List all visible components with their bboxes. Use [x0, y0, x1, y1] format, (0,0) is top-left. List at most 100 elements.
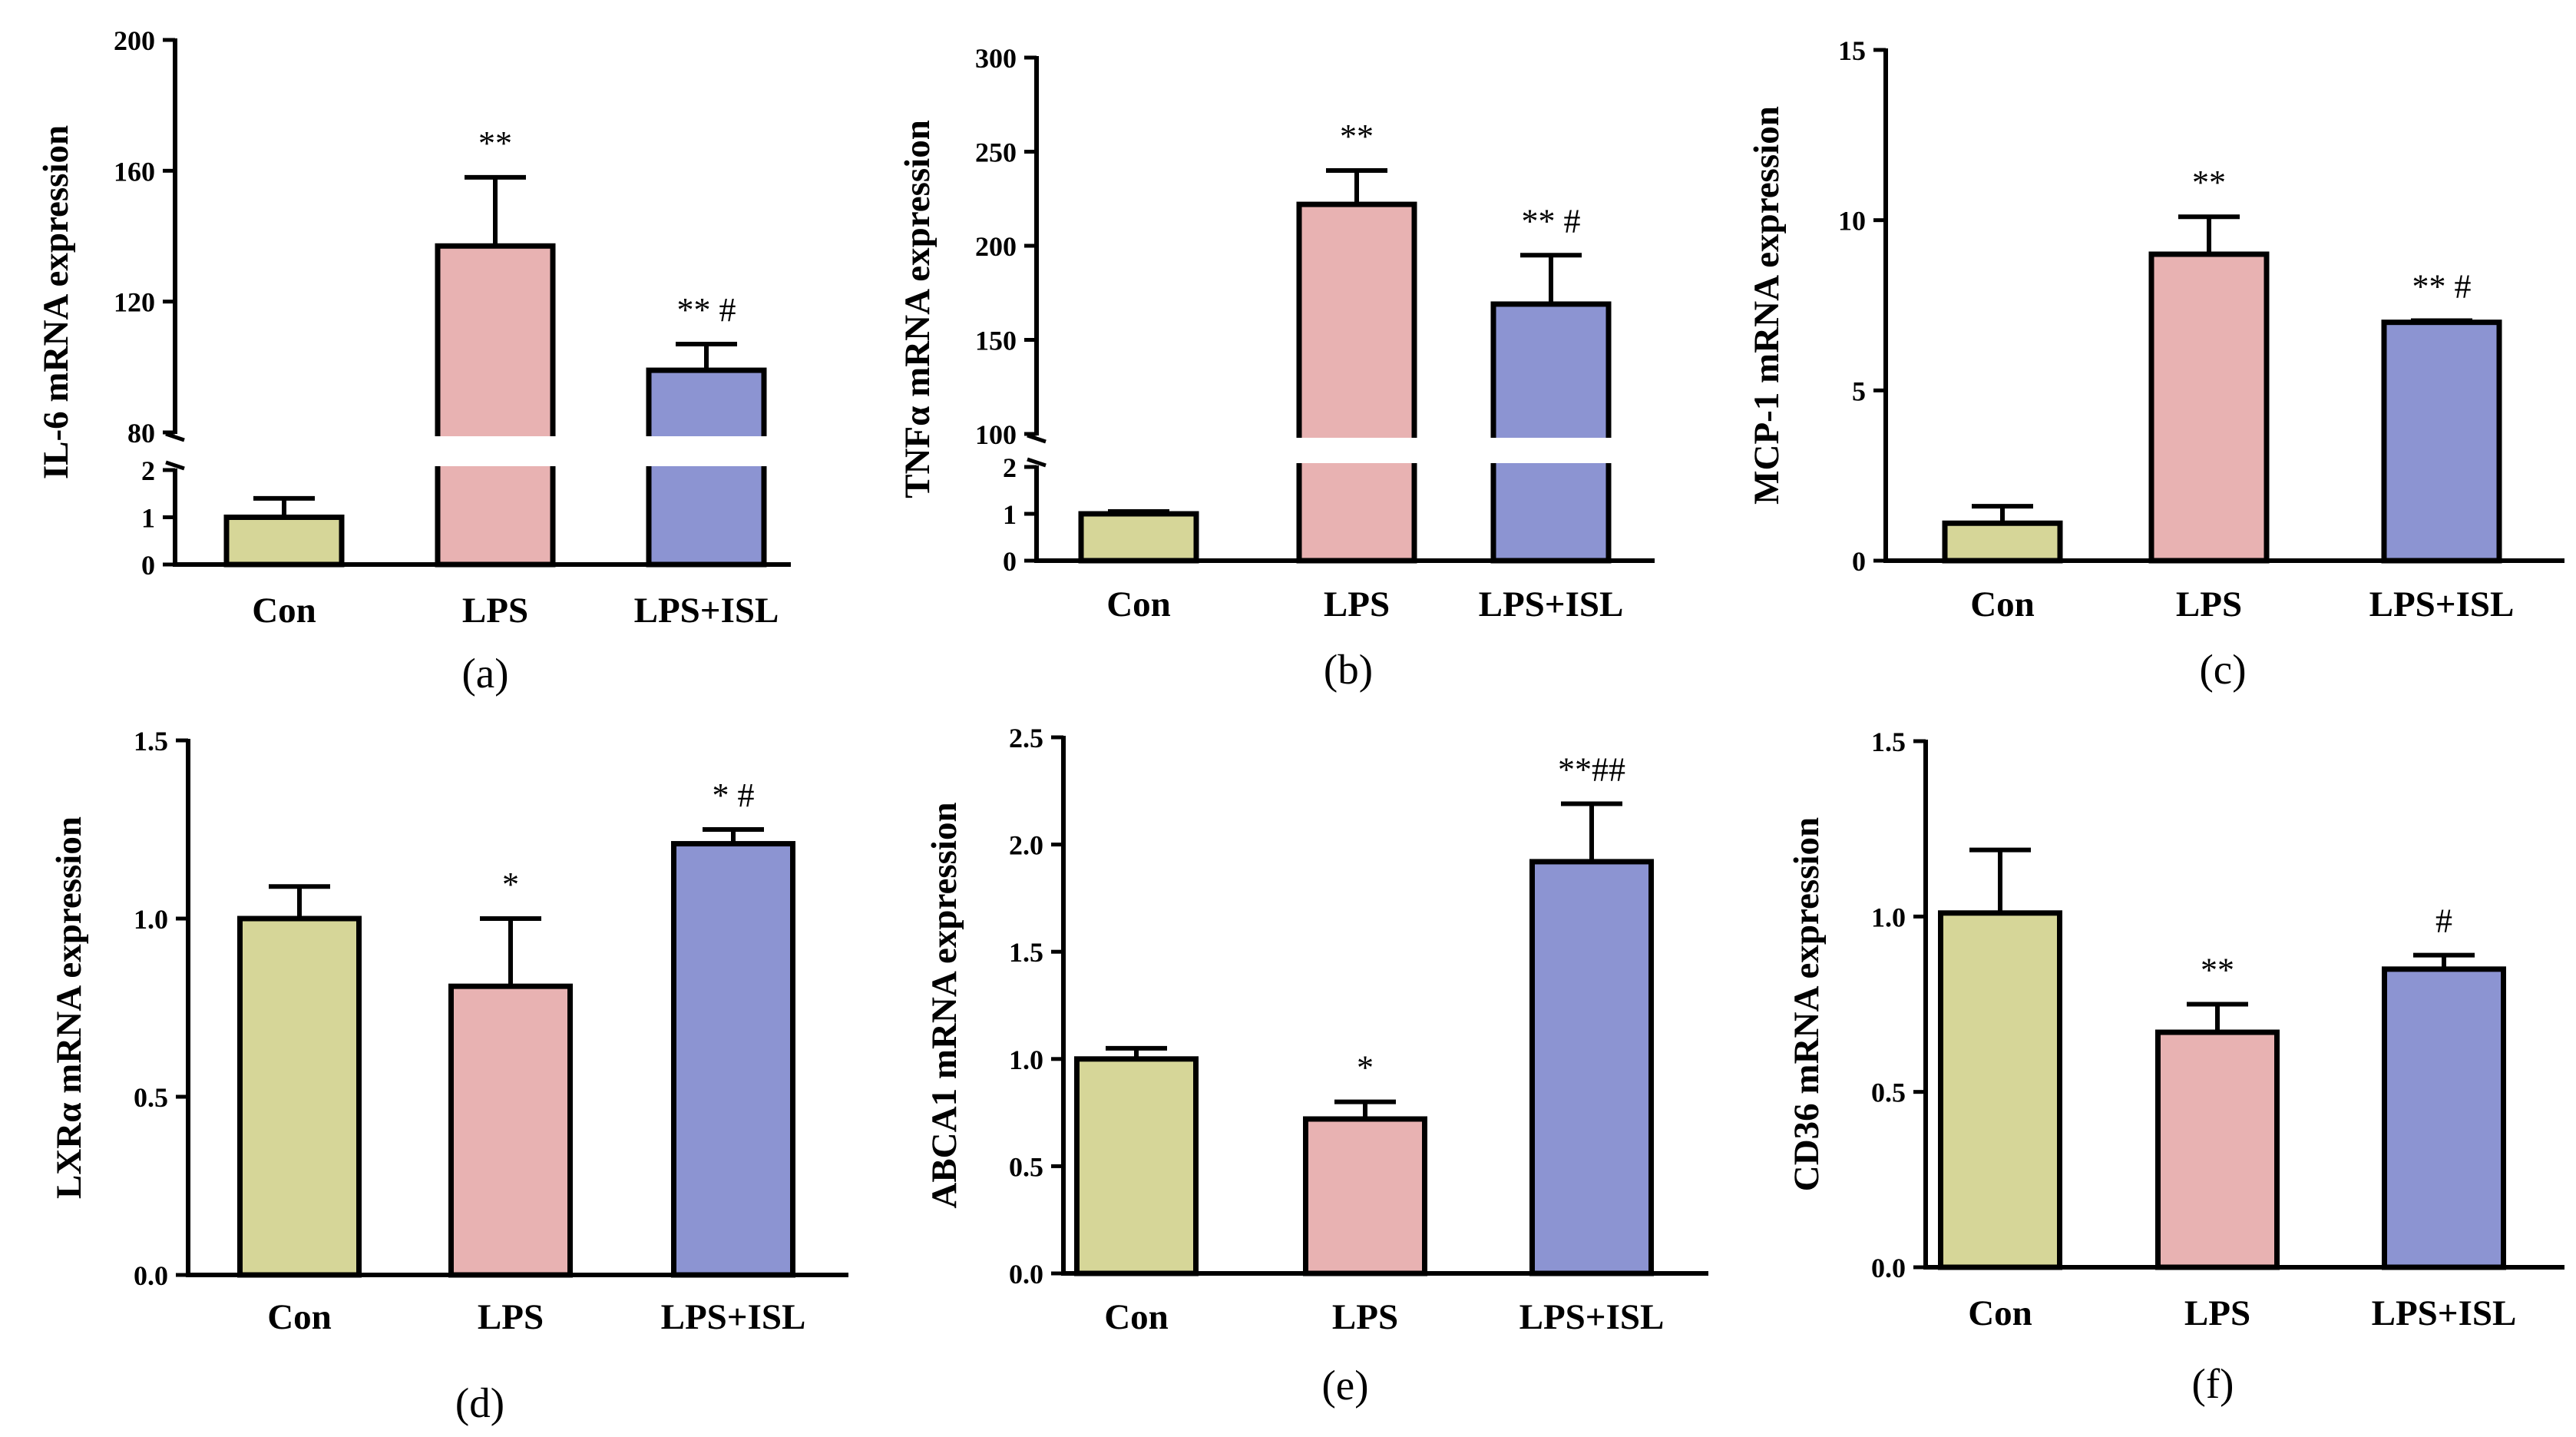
y-tick-label: 1.0 — [1009, 1045, 1043, 1075]
chart-panel-1: Con ** LPS ** # LPS+ISL 0 1 2 80 120 160 200 IL-6 mR… — [36, 25, 791, 697]
bar-3 — [646, 367, 767, 568]
significance-label: **## — [1558, 751, 1625, 789]
y-tick-label: 1 — [1003, 499, 1017, 530]
bar-3 — [2382, 966, 2506, 1270]
bar-2 — [2148, 251, 2270, 564]
y-tick-label: 2 — [141, 455, 155, 486]
x-tick-label: LPS — [1324, 584, 1390, 624]
significance-label: ** — [478, 124, 512, 162]
bar-2 — [1303, 1116, 1427, 1276]
x-tick-label: LPS — [2176, 584, 2242, 624]
bar-3 — [2381, 320, 2502, 564]
x-tick-label: LPS — [1332, 1297, 1398, 1337]
x-tick-label: LPS+ISL — [1479, 584, 1624, 624]
y-tick-label: 0 — [141, 550, 155, 581]
panel-label: (b) — [1324, 646, 1373, 693]
y-tick-label: 1.5 — [134, 726, 168, 757]
x-tick-label: Con — [1970, 584, 2035, 624]
axis-break-gap — [644, 436, 769, 466]
panel-label: (e) — [1321, 1362, 1368, 1409]
bar-2 — [2155, 1029, 2280, 1270]
y-tick-label: 80 — [127, 418, 155, 449]
y-tick-label: 120 — [114, 287, 155, 318]
y-tick-label: 0 — [1852, 546, 1866, 577]
y-tick-label: 5 — [1852, 376, 1866, 406]
chart-panel-4: Con * LPS * # LPS+ISL 0.0 0.5 1.0 1.5 LXRα mRNA e… — [49, 726, 848, 1426]
bar-1 — [1942, 520, 2063, 564]
axis-break-gap — [1295, 438, 1419, 463]
y-tick-label: 1.0 — [1871, 902, 1906, 932]
bar-1 — [1078, 511, 1199, 564]
chart-panel-3: Con ** LPS ** # LPS+ISL 0 5 10 15 MCP-1 mRNA expr… — [1747, 35, 2564, 693]
x-tick-label: LPS+ISL — [661, 1297, 806, 1337]
panel-label: (f) — [2192, 1360, 2234, 1407]
axis-break-mark — [165, 432, 185, 442]
bar-2 — [448, 983, 573, 1278]
y-tick-label: 0.5 — [1009, 1151, 1043, 1182]
x-tick-label: Con — [1106, 584, 1171, 624]
y-tick-label: 100 — [975, 419, 1017, 450]
significance-label: * — [1357, 1049, 1374, 1087]
y-axis-title: LXRα mRNA expression — [49, 816, 89, 1199]
y-tick-label: 15 — [1838, 35, 1866, 66]
axis-break-gap — [433, 436, 557, 466]
bar-3 — [671, 841, 795, 1278]
x-tick-label: Con — [1104, 1297, 1169, 1337]
panel-label: (d) — [455, 1379, 504, 1426]
bar-1 — [1938, 910, 2062, 1270]
bar-1 — [237, 916, 362, 1278]
significance-label: ** # — [2412, 267, 2472, 305]
y-tick-label: 2.5 — [1009, 723, 1043, 753]
axis-break-gap — [1489, 438, 1613, 463]
significance-label: ** — [2201, 952, 2234, 989]
significance-label: * # — [713, 776, 755, 814]
y-tick-label: 1.5 — [1871, 727, 1906, 757]
significance-label: ** — [2192, 164, 2226, 201]
axis-break-mark — [1027, 433, 1047, 444]
y-tick-label: 2.0 — [1009, 830, 1043, 861]
bar-3 — [1529, 859, 1654, 1276]
significance-label: ** — [1340, 118, 1374, 155]
significance-label: ** # — [1522, 202, 1581, 240]
significance-label: ** # — [677, 291, 736, 329]
y-tick-label: 10 — [1838, 206, 1866, 237]
significance-label: # — [2435, 902, 2452, 940]
x-tick-label: Con — [252, 591, 316, 631]
bar-2 — [435, 243, 556, 568]
y-axis-title: MCP-1 mRNA expression — [1747, 106, 1787, 505]
x-tick-label: LPS+ISL — [2369, 584, 2515, 624]
y-tick-label: 1.5 — [1009, 937, 1043, 968]
y-tick-label: 150 — [975, 326, 1017, 356]
y-tick-label: 200 — [114, 25, 155, 56]
x-tick-label: LPS+ISL — [1519, 1297, 1665, 1337]
y-tick-label: 0.0 — [1009, 1259, 1043, 1290]
y-tick-label: 160 — [114, 156, 155, 187]
x-tick-label: LPS+ISL — [2372, 1293, 2517, 1333]
panel-label: (c) — [2199, 646, 2246, 693]
y-axis-title: TNFα mRNA expression — [898, 120, 937, 498]
x-tick-label: Con — [1968, 1293, 2032, 1333]
y-tick-label: 0.5 — [1871, 1078, 1906, 1108]
y-tick-label: 0 — [1003, 546, 1017, 577]
y-tick-label: 0.5 — [134, 1082, 168, 1113]
chart-panel-6: Con ** LPS # LPS+ISL 0.0 0.5 1.0 1.5 CD36 mRNA ex… — [1787, 727, 2564, 1407]
y-axis-title: IL-6 mRNA expression — [36, 125, 76, 479]
y-tick-label: 0.0 — [134, 1260, 168, 1291]
y-tick-label: 2 — [1003, 452, 1017, 483]
bar-3 — [1490, 301, 1612, 564]
y-tick-label: 250 — [975, 137, 1017, 168]
x-tick-label: Con — [267, 1297, 332, 1337]
bar-1 — [223, 515, 345, 568]
y-tick-label: 1 — [141, 503, 155, 534]
x-tick-label: LPS — [2184, 1293, 2250, 1333]
y-tick-label: 1.0 — [134, 904, 168, 935]
y-tick-label: 200 — [975, 231, 1017, 262]
y-axis-title: ABCA1 mRNA expression — [924, 802, 964, 1208]
bar-1 — [1074, 1056, 1199, 1276]
y-tick-label: 0.0 — [1871, 1253, 1906, 1283]
y-axis-title: CD36 mRNA expression — [1787, 817, 1827, 1191]
chart-panel-5: Con * LPS **## LPS+ISL 0.0 0.5 1.0 1.5 2.0 2.5 ABCA… — [924, 723, 1708, 1409]
y-tick-label: 300 — [975, 43, 1017, 74]
